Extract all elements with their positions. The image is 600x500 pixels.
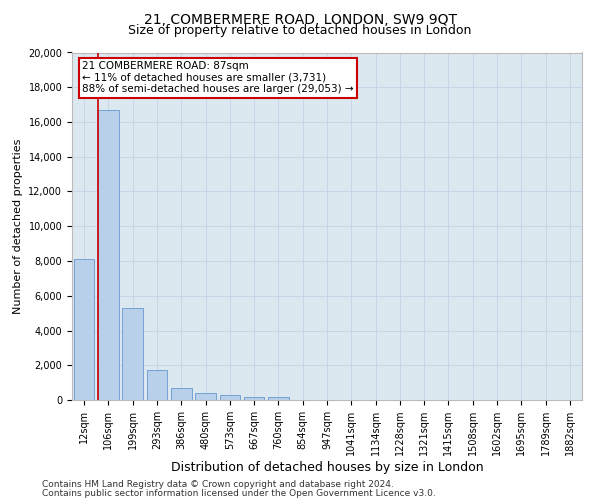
Text: Size of property relative to detached houses in London: Size of property relative to detached ho… xyxy=(128,24,472,37)
Bar xyxy=(244,396,265,400)
Bar xyxy=(98,110,119,400)
X-axis label: Distribution of detached houses by size in London: Distribution of detached houses by size … xyxy=(170,461,484,474)
Text: Contains public sector information licensed under the Open Government Licence v3: Contains public sector information licen… xyxy=(42,488,436,498)
Bar xyxy=(195,394,216,400)
Bar xyxy=(74,260,94,400)
Bar xyxy=(220,395,240,400)
Text: 21, COMBERMERE ROAD, LONDON, SW9 9QT: 21, COMBERMERE ROAD, LONDON, SW9 9QT xyxy=(143,12,457,26)
Bar xyxy=(268,397,289,400)
Bar xyxy=(122,308,143,400)
Text: 21 COMBERMERE ROAD: 87sqm
← 11% of detached houses are smaller (3,731)
88% of se: 21 COMBERMERE ROAD: 87sqm ← 11% of detac… xyxy=(82,61,354,94)
Bar xyxy=(146,370,167,400)
Bar xyxy=(171,388,191,400)
Text: Contains HM Land Registry data © Crown copyright and database right 2024.: Contains HM Land Registry data © Crown c… xyxy=(42,480,394,489)
Y-axis label: Number of detached properties: Number of detached properties xyxy=(13,138,23,314)
